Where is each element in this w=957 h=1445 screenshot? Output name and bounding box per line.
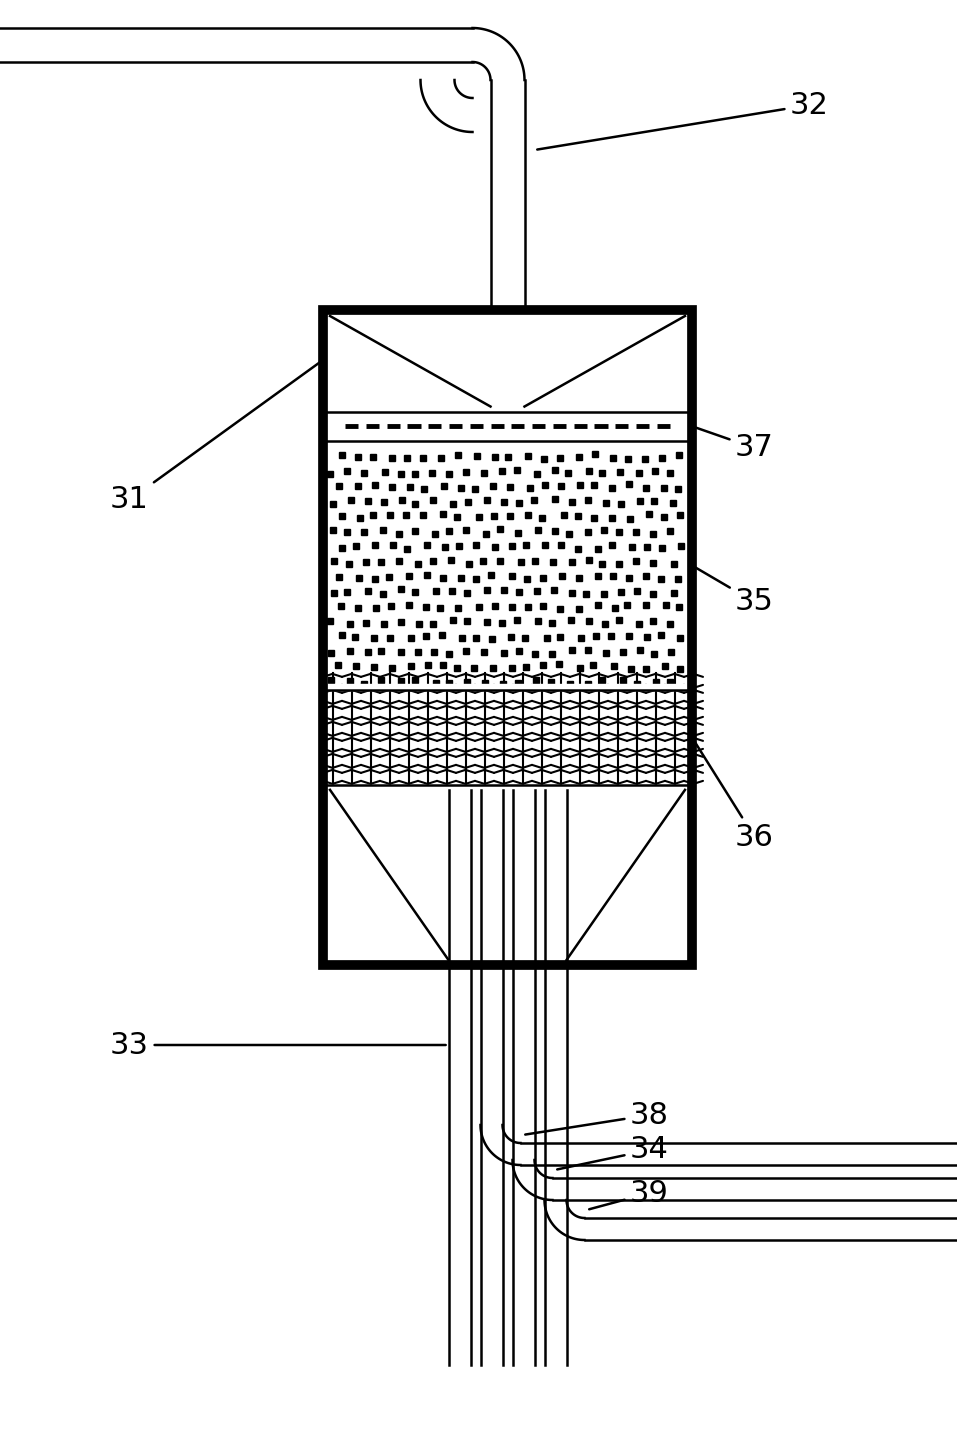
Text: 32: 32	[537, 91, 829, 149]
Bar	[323, 311, 692, 965]
Text: 33: 33	[110, 1030, 446, 1059]
Text: 38: 38	[525, 1101, 669, 1134]
Text: 37: 37	[695, 428, 774, 462]
Text: 39: 39	[590, 1179, 669, 1209]
Text: 31: 31	[110, 361, 321, 514]
Text: 35: 35	[695, 566, 774, 617]
Text: 36: 36	[694, 740, 774, 851]
Text: 34: 34	[557, 1136, 669, 1169]
